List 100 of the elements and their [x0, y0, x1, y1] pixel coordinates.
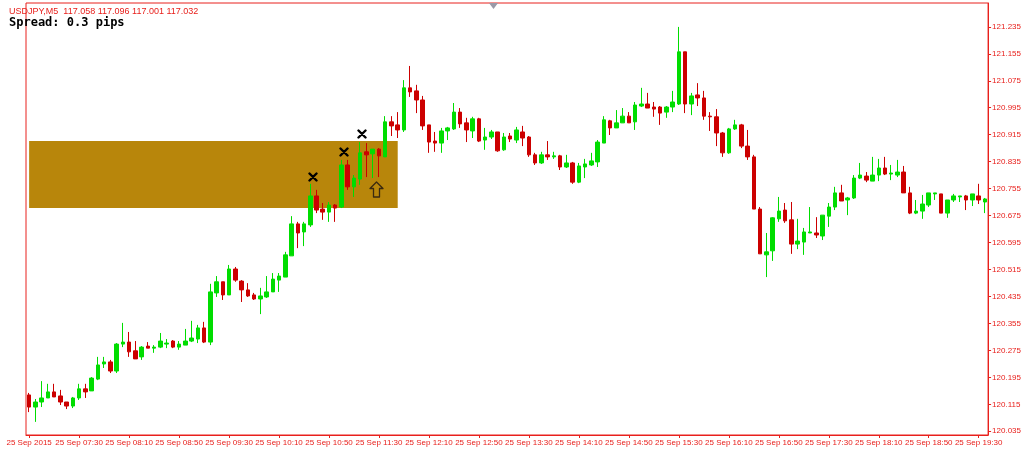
candlestick — [364, 142, 369, 178]
candlestick — [477, 117, 481, 143]
candlestick — [133, 340, 138, 360]
y-tick-label: 120.355 — [992, 318, 1022, 328]
candlestick — [227, 264, 231, 296]
candlestick — [502, 132, 506, 152]
candlestick — [127, 331, 131, 358]
x-tick-label: 25 Sep 14:10 — [555, 437, 604, 447]
candlestick — [752, 154, 756, 210]
candlestick — [933, 192, 937, 201]
candlestick — [608, 119, 612, 136]
candlestick — [508, 132, 512, 143]
candlestick — [901, 165, 906, 194]
candlestick — [895, 159, 900, 178]
x-tick-label: 25 Sep 12:10 — [405, 437, 454, 447]
candlestick — [271, 272, 275, 293]
candlestick — [777, 196, 781, 223]
candlestick — [864, 171, 869, 183]
candlestick — [976, 183, 981, 205]
candlestick — [402, 79, 406, 133]
x-tick-label: 25 Sep 17:30 — [804, 437, 854, 447]
candlestick — [708, 111, 712, 132]
candlestick — [527, 135, 531, 158]
candlestick — [689, 92, 694, 116]
candlestick — [489, 129, 494, 140]
candlestick — [146, 341, 150, 349]
x-tick-label: 25 Sep 12:50 — [455, 437, 504, 447]
candlestick — [789, 201, 794, 255]
candlestick — [770, 216, 775, 262]
y-tick-label: 120.515 — [992, 264, 1022, 274]
candlestick — [339, 159, 344, 209]
candlestick — [370, 148, 375, 179]
candlestick — [958, 195, 962, 203]
candlestick — [77, 383, 81, 401]
candlestick — [352, 174, 356, 198]
candlestick — [71, 396, 75, 409]
candlestick — [302, 221, 306, 247]
y-tick-label: 120.675 — [992, 210, 1022, 220]
candlestick — [102, 356, 106, 369]
candlestick — [202, 321, 206, 344]
y-tick-label: 121.155 — [992, 49, 1022, 59]
candlestick — [345, 159, 350, 191]
y-tick-label: 120.995 — [992, 103, 1022, 113]
candlestick — [939, 193, 943, 214]
candlestick — [627, 111, 631, 124]
x-tick-label: 25 Sep 16:50 — [754, 437, 804, 447]
candlestick — [883, 156, 887, 176]
y-tick-label: 120.835 — [992, 157, 1022, 167]
candlestick — [96, 356, 100, 381]
candlestick — [808, 206, 812, 234]
candlestick — [633, 101, 637, 131]
x-tick-label: 25 Sep 09:30 — [205, 437, 254, 447]
candlestick — [470, 116, 475, 139]
candlestick — [552, 151, 556, 160]
y-tick-label: 120.755 — [992, 184, 1022, 194]
candlestick — [52, 383, 56, 398]
candlestick — [539, 151, 544, 165]
candlestick — [377, 147, 381, 178]
candlestick — [152, 344, 156, 354]
x-tick-label: 25 Sep 14:50 — [605, 437, 654, 447]
candlestick — [702, 90, 706, 121]
candlestick — [845, 196, 850, 216]
y-tick-label: 120.035 — [992, 426, 1022, 436]
x-tick-label: 25 Sep 13:30 — [505, 437, 554, 447]
candlestick — [827, 202, 831, 228]
candlestick — [495, 131, 500, 153]
text: Spread: 0.3 pips — [9, 15, 125, 29]
y-tick-label: 120.915 — [992, 130, 1022, 140]
candlestick — [427, 124, 431, 154]
candlestick — [139, 345, 144, 361]
candlestick — [27, 392, 31, 413]
candlestick — [296, 221, 300, 249]
candlestick — [602, 115, 606, 144]
x-tick-label: 25 Sep 07:30 — [55, 437, 104, 447]
candlestick — [983, 197, 987, 214]
x-tick-label: 25 Sep 19:30 — [954, 437, 1004, 447]
y-tick-label: 120.115 — [992, 399, 1021, 409]
y-tick-label: 121.235 — [992, 22, 1022, 32]
candlestick — [877, 158, 881, 182]
candlestick — [658, 105, 662, 126]
candlestick — [814, 216, 819, 239]
candlestick — [639, 87, 644, 108]
candlestick — [383, 115, 387, 158]
candlestick — [733, 119, 737, 131]
x-tick-label: 25 Sep 18:10 — [854, 437, 904, 447]
candlestick — [839, 184, 844, 202]
candlestick — [458, 107, 462, 129]
candlestick — [833, 186, 837, 211]
candlestick — [889, 164, 893, 181]
candlestick — [177, 340, 181, 351]
candlestick — [252, 292, 256, 301]
y-tick-label: 120.435 — [992, 291, 1022, 301]
candlestick — [408, 65, 412, 98]
candlestick — [695, 82, 700, 107]
candlestick — [464, 117, 469, 143]
x-tick-label: 25 Sep 18:50 — [904, 437, 954, 447]
candlestick — [520, 125, 525, 147]
candlestick — [583, 158, 587, 179]
x-tick-label: 25 Sep 08:10 — [105, 437, 154, 447]
candlestick — [246, 282, 250, 298]
